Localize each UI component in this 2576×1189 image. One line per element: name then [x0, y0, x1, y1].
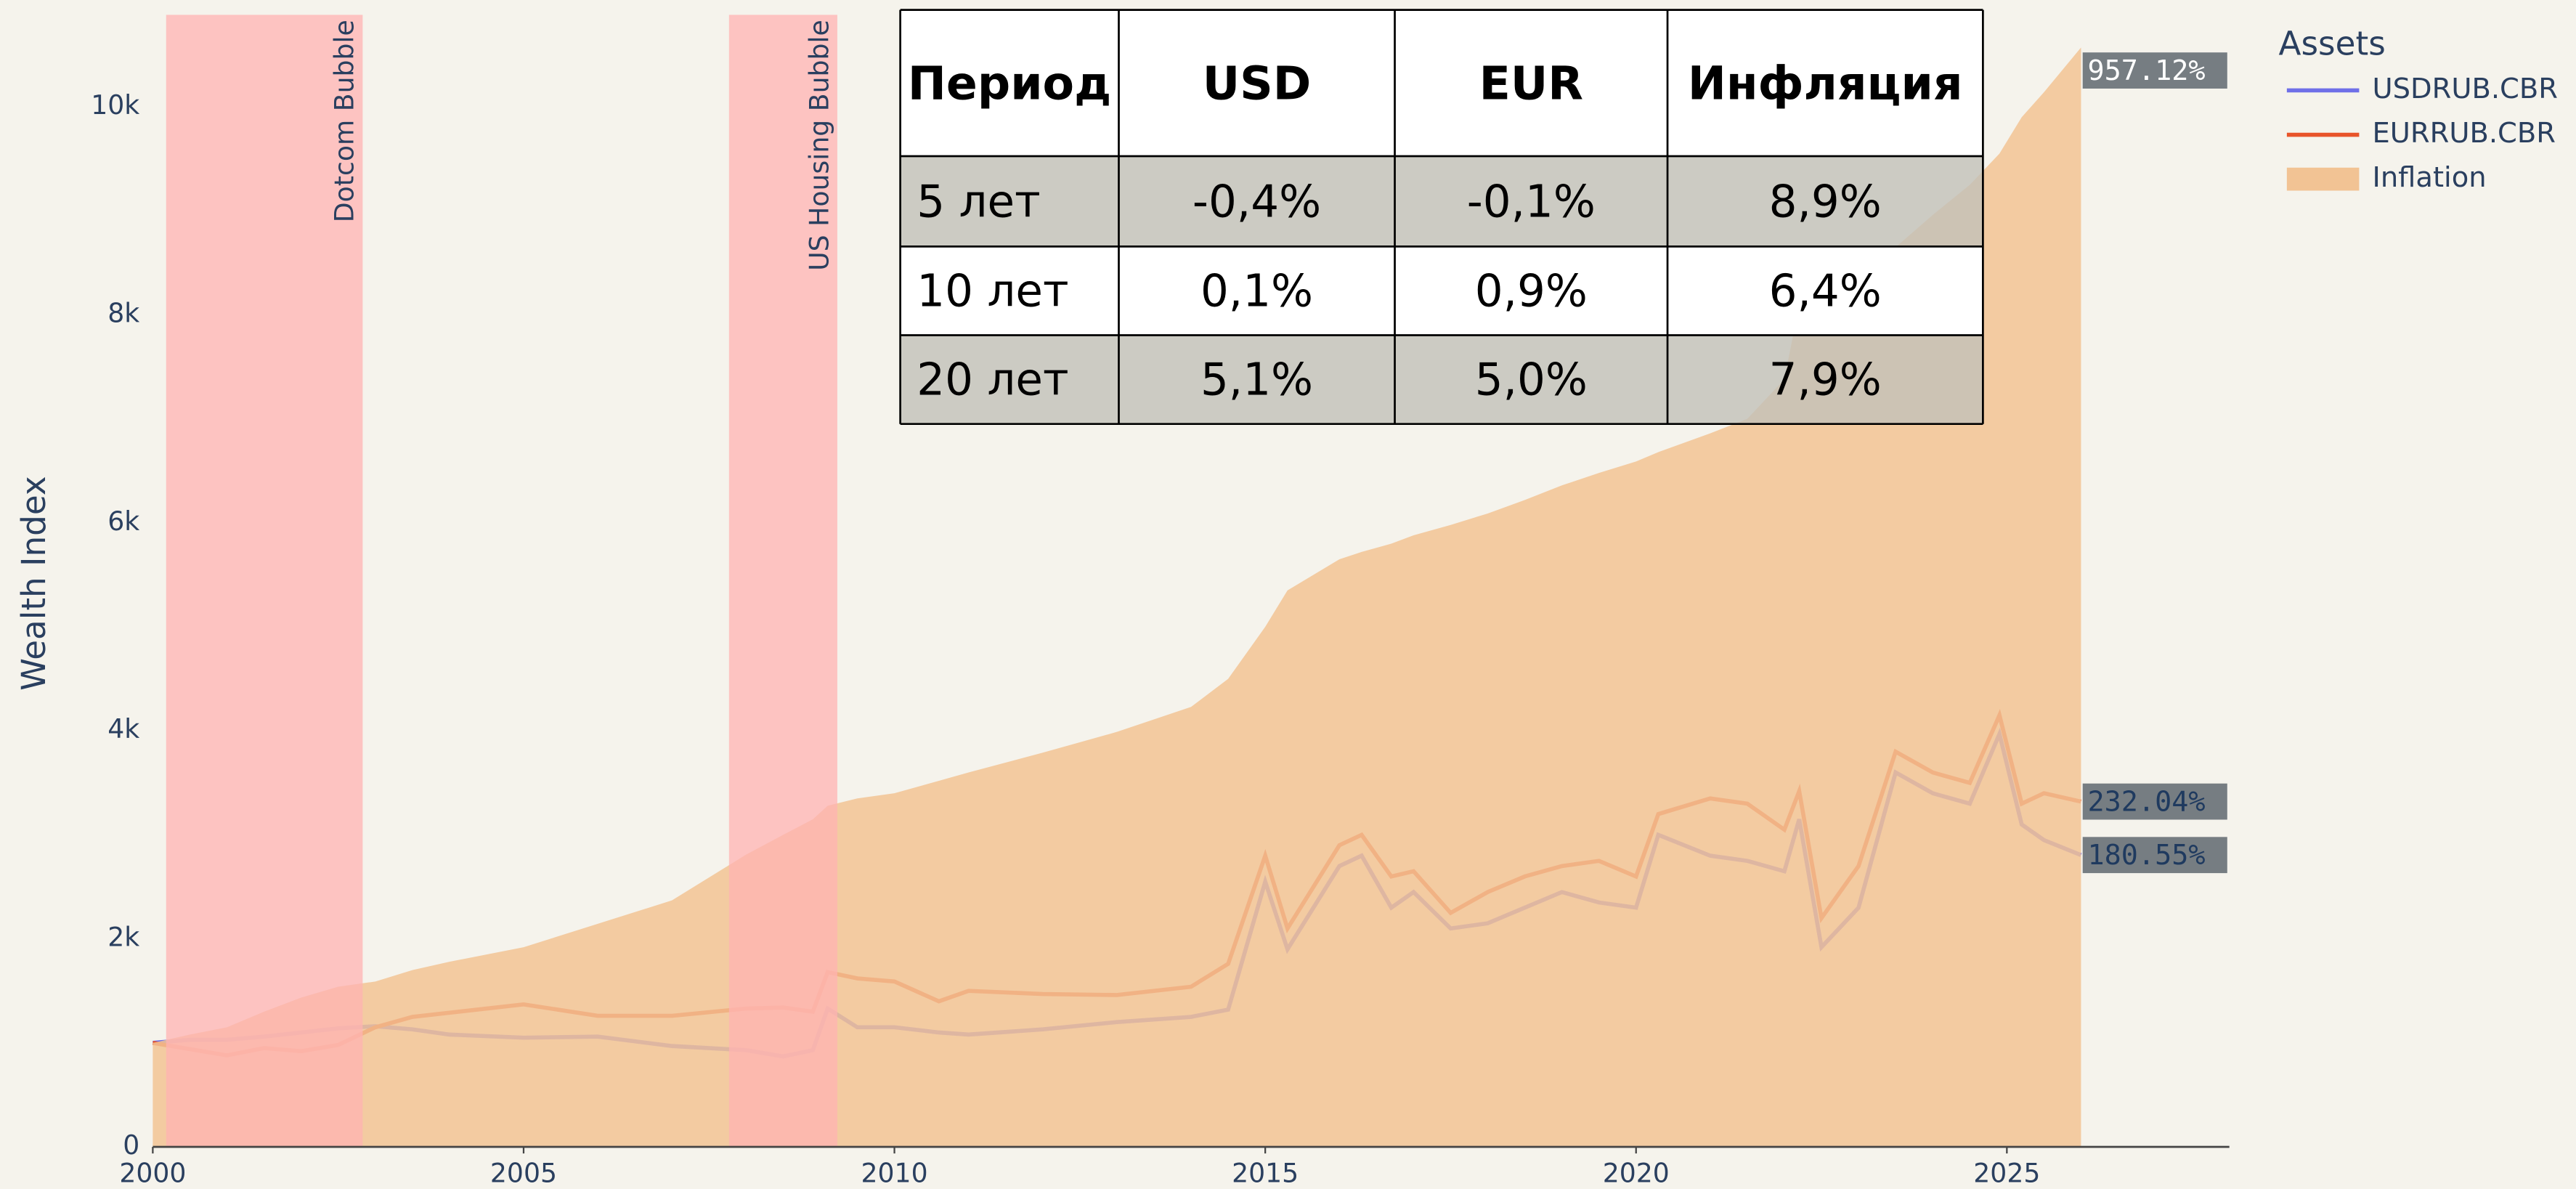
x-tick-label: 2015 [1232, 1157, 1299, 1188]
end-label: 180.55% [2088, 839, 2206, 872]
table-header-cell: EUR [1479, 56, 1583, 110]
y-tick-label: 2k [107, 922, 139, 953]
region-label: US Housing Bubble [803, 20, 834, 271]
table-cell: 5 лет [917, 176, 1040, 227]
end-label: 232.04% [2088, 785, 2206, 818]
y-tick-label: 4k [107, 713, 139, 744]
inflation-area [153, 47, 2081, 1148]
y-tick-label: 6k [107, 506, 139, 537]
table-cell: 10 лет [917, 266, 1068, 317]
table-cell: 6,4% [1769, 266, 1882, 317]
table: Период USD EUR Инфляция 5 лет -0,4% -0,1% 8,9% 1… [899, 9, 1984, 426]
y-tick-label: 8k [107, 297, 139, 328]
region-label: Dotcom Bubble [329, 20, 360, 222]
table-cell: 5,0% [1475, 354, 1588, 406]
table-row-bg [900, 9, 1983, 156]
region [728, 15, 837, 1148]
x-tick-label: 2005 [490, 1157, 557, 1188]
table-cell: 7,9% [1769, 354, 1882, 406]
table-row-bg [900, 246, 1983, 336]
end-label-box [2082, 837, 2227, 874]
legend-swatch [2286, 167, 2360, 191]
legend-label: Inflation [2372, 161, 2486, 194]
end-label: 957.12% [2088, 54, 2206, 87]
plot-area: Dotcom Bubble US Housing Bubble [152, 15, 2082, 1148]
legend: USDRUB.CBR EURRUB.CBR Inflation [2286, 73, 2558, 194]
x-tick-label: 2000 [119, 1157, 186, 1188]
table-row-bg [900, 335, 1983, 424]
table-cell: 0,1% [1200, 266, 1313, 317]
legend-label: EURRUB.CBR [2372, 117, 2555, 150]
legend-title: Assets [2279, 24, 2386, 62]
x-tick-label: 2025 [1973, 1157, 2040, 1188]
region [166, 15, 363, 1148]
table-header-cell: USD [1203, 56, 1312, 110]
table-row-bg [900, 155, 1983, 247]
table-cell: -0,1% [1467, 176, 1596, 227]
end-label-box [2082, 783, 2227, 820]
table-cell: 20 лет [917, 354, 1068, 406]
legend-label: USDRUB.CBR [2372, 73, 2557, 105]
table-header-cell: Инфляция [1688, 56, 1963, 110]
x-tick-label: 2020 [1603, 1157, 1670, 1188]
y-axis-label: Wealth Index [15, 476, 53, 691]
table-cell: 0,9% [1475, 266, 1588, 317]
end-label-box [2082, 52, 2227, 89]
table-cell: 5,1% [1200, 354, 1313, 406]
table-header-cell: Период [908, 56, 1111, 110]
x-tick-label: 2010 [861, 1157, 928, 1188]
table-cell: 8,9% [1769, 176, 1882, 227]
y-tick-label: 0 [123, 1129, 139, 1161]
y-tick-label: 10k [91, 89, 139, 121]
table-cell: -0,4% [1192, 176, 1321, 227]
